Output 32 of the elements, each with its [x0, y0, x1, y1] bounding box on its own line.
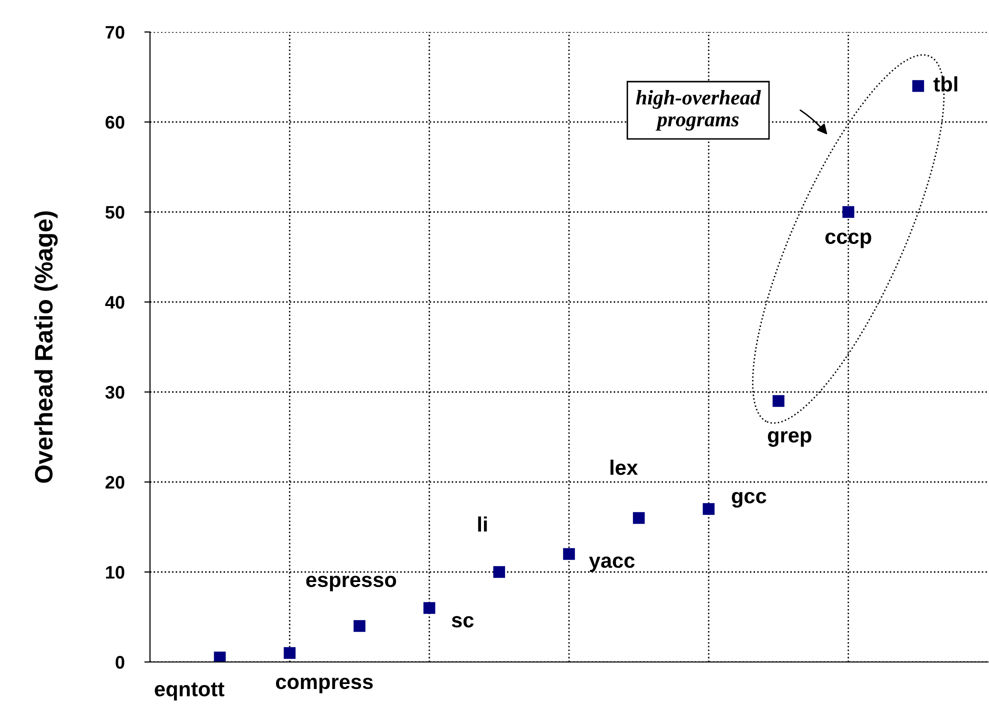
- point: [354, 620, 366, 632]
- y-tick-label: 30: [105, 386, 124, 399]
- point: [702, 503, 715, 515]
- point: [563, 548, 575, 560]
- annotation: sc: [452, 616, 474, 628]
- point: [423, 602, 436, 614]
- annotation: high-overhead programs: [636, 90, 761, 131]
- point: [912, 80, 924, 92]
- text: eqntott: [154, 682, 224, 701]
- annotation: yacc: [589, 556, 635, 572]
- annotation: cccp: [825, 232, 872, 248]
- point: [214, 652, 226, 662]
- y-tick-label: 10: [106, 566, 124, 579]
- point: [632, 512, 645, 524]
- point: [772, 395, 784, 407]
- annotation: grep: [768, 431, 812, 447]
- annotation: lex: [610, 460, 638, 475]
- y-axis-title: Overhead Ratio (%age): [34, 211, 58, 483]
- y-tick-label: 50: [105, 206, 124, 219]
- y-tick-label: 40: [105, 296, 124, 309]
- y-tick-label: 60: [106, 116, 124, 129]
- annotation: espresso: [306, 576, 396, 592]
- point: [284, 647, 296, 659]
- annotation: tbl: [933, 76, 958, 92]
- text: compress: [276, 678, 373, 694]
- y-tick-label: 70: [106, 26, 124, 39]
- y-tick-label: 20: [106, 476, 124, 489]
- y-tick-label: 0: [116, 656, 124, 669]
- annotation: gcc: [732, 492, 766, 508]
- point: [842, 206, 854, 218]
- annotation: li: [478, 516, 487, 532]
- point: [493, 566, 506, 578]
